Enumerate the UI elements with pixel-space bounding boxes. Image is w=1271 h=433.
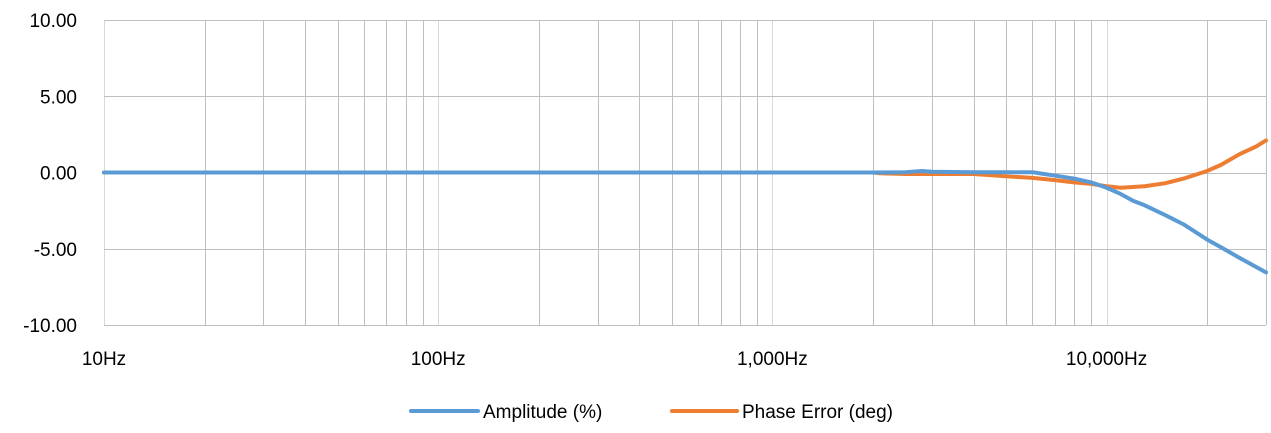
legend: Amplitude (%) Phase Error (deg) bbox=[409, 402, 893, 423]
legend-item: Amplitude (%) bbox=[409, 402, 602, 423]
y-tick-label: -5.00 bbox=[34, 240, 77, 261]
y-tick-label: 10.00 bbox=[29, 11, 77, 32]
y-tick-label: 5.00 bbox=[40, 87, 77, 108]
legend-label: Phase Error (deg) bbox=[742, 402, 893, 423]
series-line-amplitude bbox=[102, 168, 1268, 275]
x-tick-label: 100Hz bbox=[411, 349, 466, 370]
series-layer bbox=[102, 138, 1268, 275]
legend-label: Amplitude (%) bbox=[483, 402, 602, 423]
y-tick-label: 0.00 bbox=[40, 164, 77, 185]
x-tick-label: 10Hz bbox=[82, 349, 126, 370]
x-tick-label: 10,000Hz bbox=[1066, 349, 1147, 370]
x-tick-label: 1,000Hz bbox=[737, 349, 808, 370]
legend-item: Phase Error (deg) bbox=[670, 402, 893, 423]
y-tick-label: -10.00 bbox=[23, 316, 77, 337]
